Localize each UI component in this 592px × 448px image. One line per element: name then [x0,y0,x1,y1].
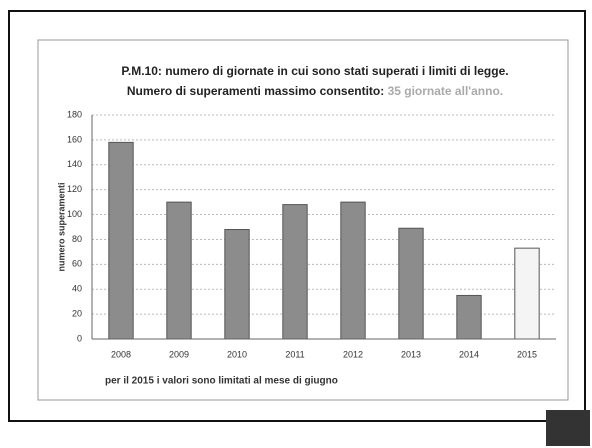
bar [224,228,250,340]
note: per il 2015 i valori sono limitati al me… [105,376,338,387]
bar [456,294,482,340]
chart-subtitle: Numero di superamenti massimo consentito… [127,84,503,98]
bar [514,247,540,340]
x-tick-label: 2011 [285,349,304,359]
x-tick-label: 2010 [227,349,247,359]
bar [166,201,192,340]
x-tick-label: 2008 [111,349,131,359]
y-tick-label: 20 [72,308,82,318]
y-axis-label: numero superamenti [56,182,66,271]
y-tick-label: 180 [67,109,82,119]
y-tick-label: 0 [77,333,82,343]
bar [398,227,424,340]
bar [340,201,366,340]
y-tick-label: 140 [67,159,82,169]
x-tick-label: 2013 [401,349,421,359]
bar [282,204,308,340]
x-tick-label: 2009 [169,349,189,359]
x-tick-label: 2015 [517,349,537,359]
x-tick-label: 2014 [459,349,479,359]
thumbnail-image [546,410,590,446]
y-tick-label: 160 [67,134,82,144]
bar [108,141,134,340]
y-tick-label: 100 [67,209,82,219]
chart-title: P.M.10: numero di giornate in cui sono s… [121,64,508,78]
y-tick-label: 40 [72,284,82,294]
y-tick-label: 120 [67,184,82,194]
subtitle-highlight: 35 giornate all'anno. [388,84,504,98]
y-tick-label: 80 [72,234,82,244]
x-tick-label: 2012 [343,349,363,359]
subtitle-text: Numero di superamenti massimo consentito… [127,84,388,98]
y-tick-label: 60 [72,259,82,269]
